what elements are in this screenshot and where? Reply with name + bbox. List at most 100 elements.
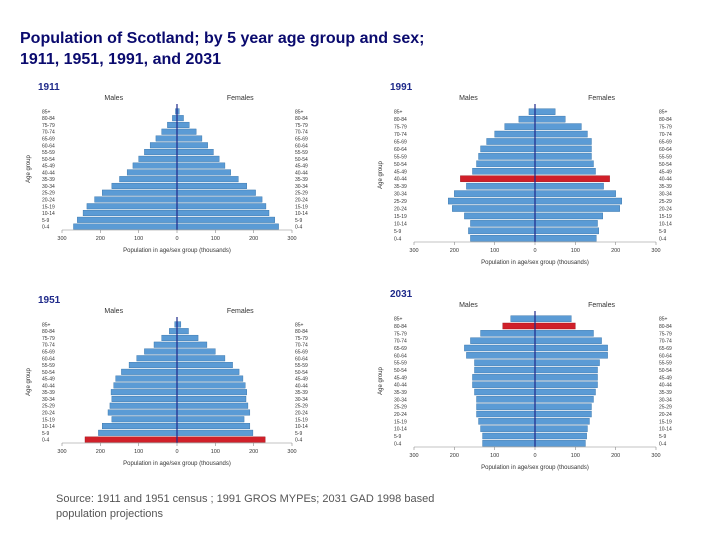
bar-female [176,409,251,416]
bar-male [474,366,536,374]
tick-label-left: 10-14 [42,424,55,430]
tick-label-left: 35-39 [42,177,55,183]
x-tick-label: 300 [287,236,296,242]
bar-female [176,155,220,162]
bar-female [534,381,598,388]
tick-label-right: 0-4 [295,438,302,444]
tick-label-right: 35-39 [659,390,672,396]
tick-label-left: 10-14 [394,221,407,227]
bar-male [94,196,178,203]
tick-label-left: 80-84 [394,324,407,330]
source-note-line2: population projections [56,508,164,520]
bar-female [534,374,598,381]
tick-label-left: 50-54 [42,157,55,163]
pyramid-1911: 1911 Males Females 0-4 0-4 5-9 5-9 10-14 10-14 15… [24,80,330,260]
tick-label-left: 15-19 [42,417,55,423]
tick-label-right: 20-24 [295,411,308,417]
tick-label-left: 60-64 [394,147,407,153]
x-tick-label: 0 [533,453,536,459]
bar-female [176,328,189,335]
x-tick-label: 200 [96,236,105,242]
pyramid-1991: 1991 Males Females 0-4 0-4 5-9 5-9 10-14 10-14 15… [376,80,694,272]
tick-label-left: 80-84 [394,117,407,123]
bar-female [176,355,226,362]
bar-male [464,344,536,352]
bar-male [464,212,536,220]
tick-label-right: 10-14 [659,221,672,227]
bar-female [176,189,256,196]
x-tick-label: 300 [287,449,296,455]
bar-female [534,359,600,366]
bar-male [476,396,536,403]
bar-female [176,375,244,382]
tick-label-right: 5-9 [659,434,666,440]
bar-male [73,223,178,230]
bar-male [454,190,536,197]
tick-label-right: 55-59 [659,154,672,160]
males-label: Males [104,95,123,102]
bar-female [176,162,226,169]
tick-label-right: 70-74 [295,130,308,136]
bar-male [494,130,536,138]
x-tick-label: 300 [57,236,66,242]
tick-label-right: 60-64 [659,147,672,153]
bar-female [534,344,608,352]
tick-label-right: 35-39 [295,390,308,396]
x-tick-label: 0 [175,449,178,455]
tick-label-right: 50-54 [659,162,672,168]
bar-male [478,418,536,425]
tick-label-right: 10-14 [295,211,308,217]
page-title-line1: Population of Scotland; by 5 year age gr… [20,30,425,47]
bar-female [176,149,214,156]
bar-male [161,128,178,135]
tick-label-right: 75-79 [295,123,308,129]
tick-label-right: 45-49 [659,375,672,381]
bar-female [534,153,592,160]
bar-male [476,403,536,410]
bar-female [176,216,275,223]
tick-label-left: 45-49 [42,377,55,383]
x-tick-label: 100 [211,449,220,455]
bar-female [534,115,566,123]
tick-label-left: 65-69 [42,350,55,356]
tick-label-left: 75-79 [42,123,55,129]
tick-label-right: 40-44 [659,383,672,389]
bar-female [176,196,263,203]
bar-female [176,423,251,430]
tick-label-right: 35-39 [295,177,308,183]
source-note-line1: Source: 1911 and 1951 census ; 1991 GROS… [56,493,435,505]
bar-male [480,145,536,153]
tick-label-right: 80-84 [295,329,308,335]
bar-female [176,121,190,128]
tick-label-left: 10-14 [42,211,55,217]
x-tick-label: 200 [450,453,459,459]
pyramid-1951: 1951 Males Females 0-4 0-4 5-9 5-9 10-14 10-14 15… [24,293,330,473]
year-label: 1991 [390,82,413,93]
x-axis-title: Population in age/sex group (thousands) [123,248,231,254]
bar-female [176,389,247,396]
bar-female [176,395,247,402]
bar-male [82,210,178,217]
bar-male [460,175,536,182]
bar-male [452,205,536,212]
bar-male [153,341,178,348]
bar-male [510,315,536,322]
tick-label-right: 5-9 [659,229,666,235]
bar-female [534,168,596,175]
x-tick-label: 200 [249,449,258,455]
bar-female [534,396,594,403]
tick-label-right: 15-19 [295,417,308,423]
tick-label-left: 35-39 [42,390,55,396]
bar-female [534,388,596,396]
bar-male [110,389,178,396]
x-tick-label: 200 [611,248,620,254]
x-axis-title: Population in age/sex group (thousands) [123,461,231,467]
bar-male [468,227,536,235]
x-tick-label: 100 [571,248,580,254]
tick-label-left: 75-79 [394,331,407,337]
bar-male [161,334,178,341]
tick-label-right: 30-34 [295,184,308,190]
tick-label-left: 60-64 [42,143,55,149]
